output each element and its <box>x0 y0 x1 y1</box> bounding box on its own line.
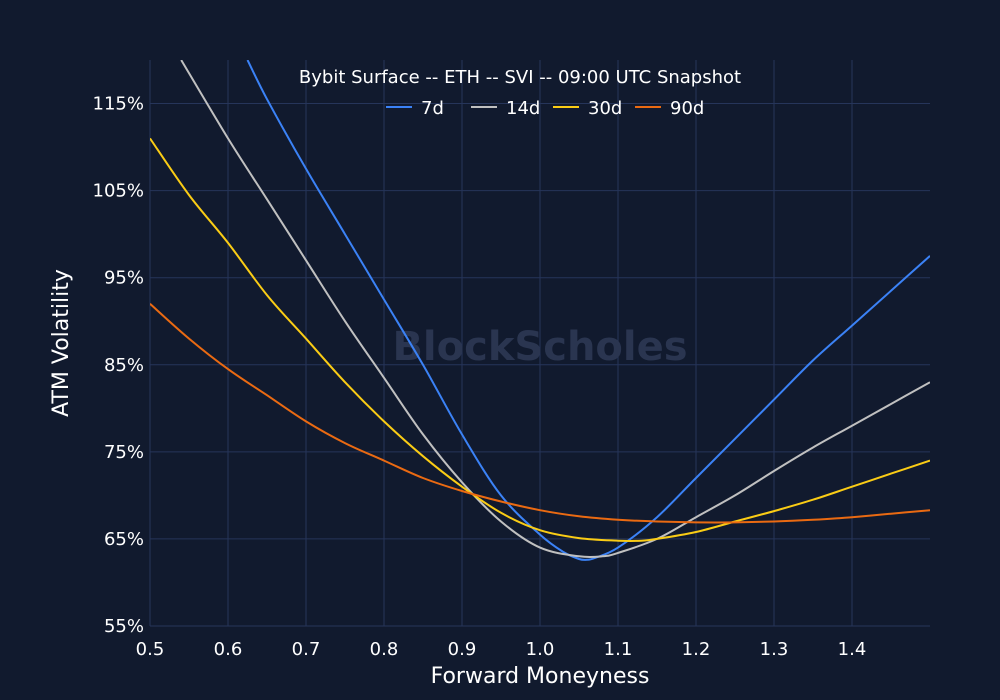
legend-label: 7d <box>421 98 444 119</box>
x-tick-label: 1.3 <box>760 639 789 660</box>
x-tick-label: 1.1 <box>604 639 633 660</box>
y-tick-label: 115% <box>93 94 144 115</box>
legend-item-14d[interactable]: 14d <box>471 98 540 119</box>
series-line-30d <box>150 137 930 542</box>
x-axis-title: Forward Moneyness <box>431 664 650 689</box>
y-tick-label: 65% <box>104 529 144 550</box>
watermark-text: BlockScholes <box>392 324 687 370</box>
x-tick-label: 0.8 <box>370 639 399 660</box>
x-tick-label: 1.0 <box>526 639 555 660</box>
legend: 7d 14d 30d 90d <box>386 98 704 119</box>
y-tick-label: 105% <box>93 181 144 202</box>
y-axis-ticks: 55% 65% 75% 85% 95% 105% 115% <box>93 94 144 637</box>
x-axis-ticks: 0.5 0.6 0.7 0.8 0.9 1.0 1.1 1.2 1.3 1.4 <box>136 639 867 660</box>
x-tick-label: 0.5 <box>136 639 165 660</box>
x-tick-label: 0.9 <box>448 639 477 660</box>
series-line-90d <box>150 303 930 524</box>
legend-item-7d[interactable]: 7d <box>386 98 444 119</box>
series-lines <box>150 60 930 561</box>
y-tick-label: 55% <box>104 616 144 637</box>
legend-item-30d[interactable]: 30d <box>553 98 622 119</box>
series-line-7d <box>246 60 930 561</box>
legend-item-90d[interactable]: 90d <box>635 98 704 119</box>
legend-label: 14d <box>506 98 540 119</box>
legend-label: 90d <box>670 98 704 119</box>
series-line-14d <box>180 60 930 559</box>
y-tick-label: 95% <box>104 268 144 289</box>
y-tick-label: 85% <box>104 355 144 376</box>
chart-title: Bybit Surface -- ETH -- SVI -- 09:00 UTC… <box>299 67 741 88</box>
x-tick-label: 0.6 <box>214 639 243 660</box>
y-axis-title: ATM Volatility <box>49 269 74 417</box>
x-tick-label: 1.4 <box>838 639 867 660</box>
grid <box>149 60 930 627</box>
x-tick-label: 0.7 <box>292 639 321 660</box>
y-tick-label: 75% <box>104 442 144 463</box>
legend-label: 30d <box>588 98 622 119</box>
x-tick-label: 1.2 <box>682 639 711 660</box>
